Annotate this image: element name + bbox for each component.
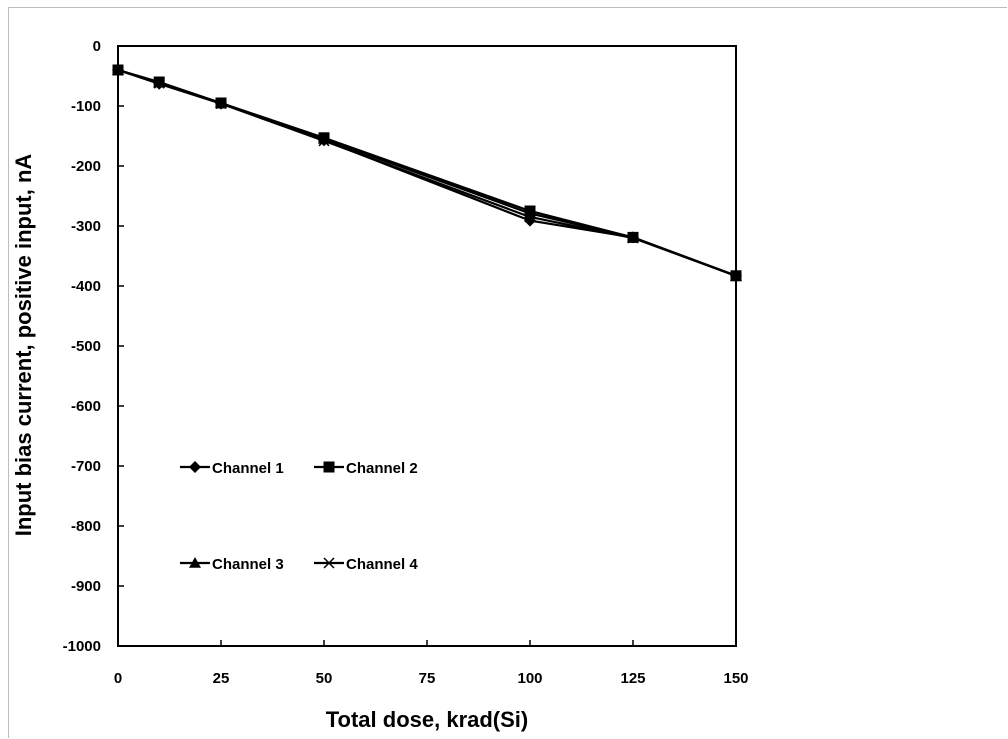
x-tick-label: 25 [213,670,230,687]
x-axis-ticks: 0 25 50 75 100 125 150 [114,640,749,687]
x-tick-label: 150 [723,670,748,687]
y-tick-label: -900 [71,578,101,595]
marker-stroke [627,232,639,244]
marker-stroke [153,77,165,89]
series-line [117,68,737,277]
legend-marker [189,557,201,568]
legend: Channel 1 Channel 2 Channel 3 Channel 4 [180,460,418,573]
y-tick-label: -1000 [63,638,101,655]
legend-label: Channel 2 [346,460,418,477]
legend-item: Channel 2 [314,460,418,477]
legend-item: Channel 4 [314,556,418,573]
marker-stroke [524,211,536,223]
legend-label: Channel 4 [346,556,418,573]
y-tick-label: 0 [93,38,101,55]
legend-item: Channel 3 [180,556,284,573]
data-point [627,232,639,244]
series-1 [112,64,742,282]
series-2 [112,64,742,282]
chart-frame [8,7,1007,738]
legend-label: Channel 3 [212,556,284,573]
data-point [215,98,227,110]
y-axis-title: Input bias current, positive input, nA [11,154,36,537]
y-tick-label: -800 [71,518,101,535]
marker-stroke [730,270,742,282]
x-tick-label: 0 [114,670,122,687]
legend-marker [323,461,335,473]
legend-item: Channel 1 [180,460,284,477]
x-tick-label: 50 [316,670,333,687]
plot-border [117,45,737,647]
y-tick-label: -300 [71,218,101,235]
x-tick-label: 100 [517,670,542,687]
y-tick-label: -200 [71,158,101,175]
marker-stroke [318,135,330,147]
series-layer [112,64,742,282]
plot-area [117,45,737,647]
y-tick-label: -400 [71,278,101,295]
marker-stroke [323,557,335,569]
y-tick-label: -600 [71,398,101,415]
y-axis-ticks: 0 -100 -200 -300 -400 -500 -600 -700 -800 -900 -10… [63,38,124,655]
series-3 [112,64,742,281]
data-point [524,211,536,223]
y-tick-label: -100 [71,98,101,115]
data-point [318,135,330,147]
y-tick-label: -700 [71,458,101,475]
marker-stroke [112,64,124,76]
data-point [730,270,742,282]
y-tick-label: -500 [71,338,101,355]
x-axis-title: Total dose, krad(Si) [326,707,529,732]
series-4 [112,64,742,282]
x-tick-label: 125 [620,670,645,687]
legend-marker [189,461,201,473]
data-point [112,64,124,76]
data-point [153,77,165,89]
marker-stroke [215,98,227,110]
legend-label: Channel 1 [212,460,284,477]
legend-marker [323,557,335,569]
x-tick-label: 75 [419,670,436,687]
